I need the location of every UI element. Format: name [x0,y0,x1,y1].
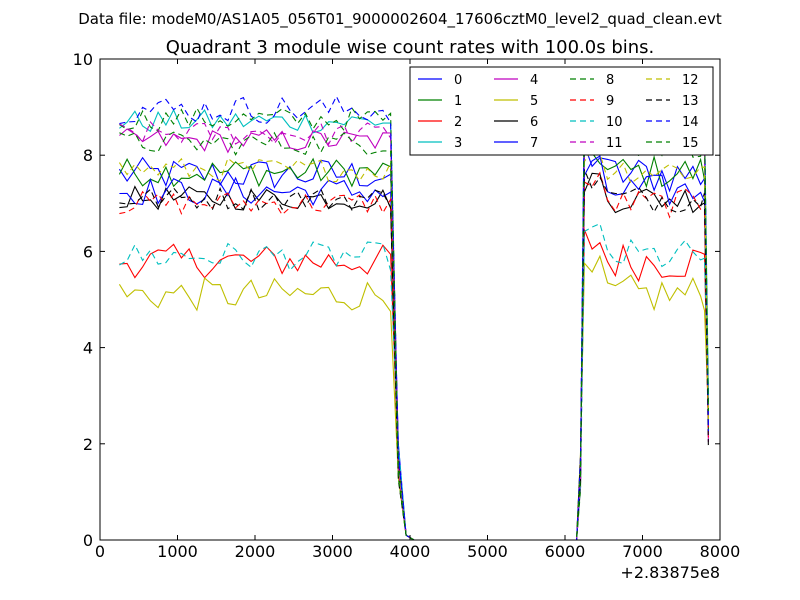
series-line-2 [119,229,709,540]
x-tick-label: 8000 [700,542,741,561]
y-tick-label: 0 [83,531,93,550]
legend-label-9: 9 [606,94,614,109]
x-tick-label: 6000 [545,542,586,561]
data-file-title: Data file: modeM0/AS1A05_056T01_90000026… [78,10,722,29]
x-tick-label: 2000 [235,542,276,561]
legend-label-2: 2 [454,115,462,130]
x-offset-label: +2.83875e8 [620,563,720,582]
chart-title: Quadrant 3 module wise count rates with … [166,37,655,58]
series-line-1 [118,135,709,540]
legend-label-13: 13 [682,94,699,109]
legend-label-7: 7 [530,136,538,151]
legend-label-11: 11 [606,136,623,151]
series-line-5 [118,254,709,540]
series-line-3 [119,89,709,540]
y-tick-label: 10 [73,50,93,69]
legend-label-14: 14 [682,115,699,130]
series-line-12 [118,148,709,540]
x-tick-label: 5000 [467,542,508,561]
series-line-13 [119,169,709,540]
series-line-0 [118,144,709,540]
y-tick-label: 4 [83,339,93,358]
series-line-9 [119,171,709,540]
legend-label-1: 1 [454,94,462,109]
legend-box [409,66,714,156]
legend-label-0: 0 [454,73,462,88]
x-tick-label: 4000 [390,542,431,561]
x-tick-label: 3000 [312,542,353,561]
series-line-15 [119,115,709,540]
x-tick-label: 0 [95,542,105,561]
x-tick-label: 7000 [622,542,663,561]
legend-label-4: 4 [530,73,538,88]
series-line-7 [119,155,709,540]
legend-label-10: 10 [606,115,623,130]
legend-label-3: 3 [454,136,462,151]
legend-label-15: 15 [682,136,699,151]
series-line-6 [119,172,709,540]
y-tick-label: 2 [83,435,93,454]
y-tick-label: 8 [83,146,93,165]
legend-label-6: 6 [530,115,538,130]
x-tick-label: 1000 [157,542,198,561]
y-tick-label: 6 [83,242,93,261]
legend-label-8: 8 [606,73,614,88]
legend-label-12: 12 [682,73,699,88]
series-line-14 [119,72,709,540]
series-line-11 [119,103,709,540]
legend-label-5: 5 [530,94,538,109]
series-line-10 [119,222,709,540]
